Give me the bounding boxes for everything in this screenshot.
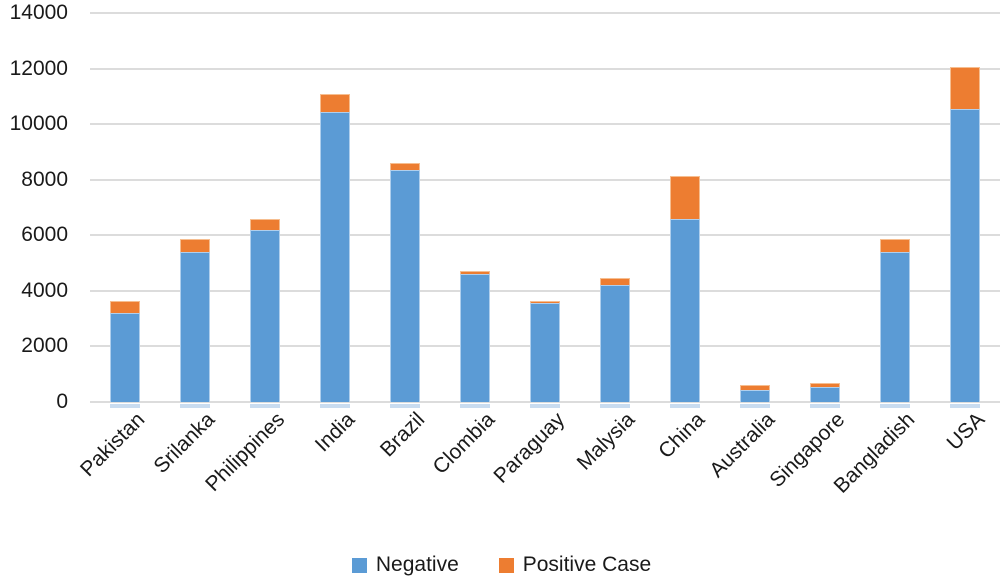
bar-segment-positive-case-china: [669, 175, 701, 219]
legend-label: Negative: [375, 553, 459, 576]
bar-column-australia: [720, 13, 790, 408]
gridline: [90, 289, 1000, 292]
bar-column-singapore: [790, 13, 860, 408]
y-axis-tick-label: 10000: [9, 112, 68, 136]
gridline: [90, 401, 1000, 403]
y-axis-tick-label: 0: [56, 390, 68, 413]
plot-area: [90, 12, 1000, 408]
legend-label: Positive Case: [522, 553, 652, 576]
bar-column-brazil: [370, 13, 440, 408]
y-axis-tick-label: 8000: [21, 167, 68, 191]
x-axis-tick-label-china: China: [654, 408, 710, 464]
x-axis-tick-label-usa: USA: [942, 408, 990, 455]
x-axis-tick-label-paraguay: Paraguay: [489, 408, 570, 488]
bars-layer: [90, 13, 1000, 408]
bar-column-pakistan: [90, 13, 160, 408]
bar-segment-negative-clombia: [459, 274, 491, 402]
bar-segment-negative-singapore: [809, 386, 841, 402]
bar-column-india: [300, 13, 370, 408]
x-axis-tick-label-srilanka: Srilanka: [149, 408, 220, 478]
bar-segment-positive-case-pakistan: [109, 300, 141, 314]
y-axis-tick-label: 2000: [21, 334, 68, 358]
bar-segment-negative-india: [319, 111, 351, 402]
bar-segment-positive-case-brazil: [389, 163, 421, 170]
bar-segment-negative-brazil: [389, 170, 421, 402]
y-axis-tick-label: 14000: [9, 1, 68, 24]
bar-segment-negative-usa: [949, 108, 981, 402]
bar-segment-positive-case-philippines: [249, 218, 281, 230]
x-axis-tick-label-pakistan: Pakistan: [76, 408, 150, 482]
gridline: [90, 234, 1000, 237]
bar-stack: [879, 13, 911, 408]
bar-column-philippines: [230, 13, 300, 408]
y-axis: 0 2000 4000 6000 8000 10000 12000 14000: [0, 1, 68, 413]
x-axis-tick-label-clombia: Clombia: [428, 408, 500, 479]
bar-stack: [179, 13, 211, 408]
x-axis-tick-label-brazil: Brazil: [375, 408, 430, 462]
bar-segment-positive-case-usa: [949, 67, 981, 109]
bar-stack: [599, 13, 631, 408]
gridline: [90, 123, 1000, 126]
bar-column-bangladish: [860, 13, 930, 408]
bar-segment-positive-case-srilanka: [179, 239, 211, 252]
bar-segment-positive-case-clombia: [459, 271, 491, 275]
bar-stack: [809, 13, 841, 408]
bar-segment-positive-case-india: [319, 93, 351, 112]
bar-segment-negative-malysia: [599, 285, 631, 402]
bar-segment-negative-china: [669, 218, 701, 402]
gridline: [90, 12, 1000, 14]
bar-stack: [249, 13, 281, 408]
x-axis-tick-label-india: India: [310, 408, 360, 457]
bar-segment-positive-case-australia: [739, 385, 771, 390]
legend-item-positive-case: Positive Case: [498, 552, 652, 578]
legend-item-negative: Negative: [351, 552, 459, 578]
x-axis-tick-label-malysia: Malysia: [572, 408, 640, 475]
bar-segment-positive-case-singapore: [809, 382, 841, 387]
bar-stack: [949, 13, 981, 408]
y-axis-tick-label: 6000: [21, 223, 68, 247]
gridline: [90, 178, 1000, 181]
bar-stack: [669, 13, 701, 408]
bar-segment-negative-paraguay: [529, 303, 561, 402]
bar-stack: [739, 13, 771, 408]
y-axis-tick-label: 4000: [21, 278, 68, 302]
legend: Negative Positive Case: [0, 552, 1003, 578]
bar-column-clombia: [440, 13, 510, 408]
bar-column-usa: [930, 13, 1000, 408]
legend-swatch-negative: [351, 557, 367, 573]
bar-segment-negative-australia: [739, 389, 771, 402]
bar-stack: [319, 13, 351, 408]
bar-segment-positive-case-malysia: [599, 278, 631, 286]
gridline: [90, 67, 1000, 70]
bar-column-paraguay: [510, 13, 580, 408]
bar-segment-negative-srilanka: [179, 251, 211, 402]
bar-segment-positive-case-paraguay: [529, 300, 561, 304]
bar-column-china: [650, 13, 720, 408]
bar-stack: [529, 13, 561, 408]
bar-stack: [389, 13, 421, 408]
bar-segment-negative-bangladish: [879, 251, 911, 402]
bar-column-malysia: [580, 13, 650, 408]
legend-swatch-positive-case: [498, 557, 514, 573]
bar-stack: [459, 13, 491, 408]
bar-stack: [109, 13, 141, 408]
bar-segment-negative-pakistan: [109, 313, 141, 402]
bar-segment-positive-case-bangladish: [879, 239, 911, 252]
bar-column-srilanka: [160, 13, 230, 408]
bar-segment-negative-philippines: [249, 229, 281, 402]
y-axis-tick-label: 12000: [9, 56, 68, 80]
